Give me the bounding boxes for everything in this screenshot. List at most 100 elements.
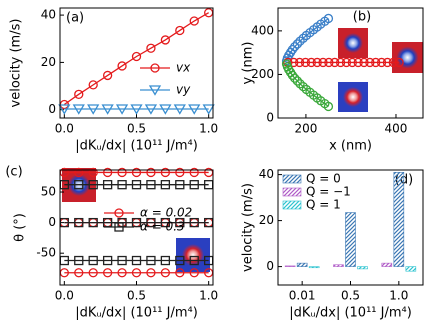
x-tick-label: 1.0	[199, 289, 218, 303]
marker	[74, 255, 84, 266]
marker	[188, 104, 201, 115]
marker	[394, 57, 404, 68]
axes-frame	[277, 7, 424, 119]
marker	[312, 57, 322, 68]
marker	[102, 167, 113, 178]
y-tick-label: 20	[41, 55, 56, 69]
marker	[88, 80, 98, 90]
y-axis-label: velocity (m/s)	[241, 183, 256, 272]
bar	[333, 264, 344, 267]
marker	[102, 70, 113, 81]
x-axis-label: |dKᵤ/dx| (10¹¹ J/m⁴)	[75, 139, 198, 154]
x-tick-label: 0.5	[127, 289, 146, 303]
marker	[72, 104, 85, 115]
marker	[359, 57, 369, 68]
marker	[323, 101, 334, 112]
marker	[175, 217, 185, 228]
marker	[144, 104, 158, 115]
legend-label: vx	[176, 61, 191, 75]
marker	[347, 57, 357, 68]
marker	[202, 104, 215, 115]
marker	[160, 255, 171, 266]
marker	[160, 268, 171, 278]
legend-swatch	[282, 200, 302, 210]
legend-label: Q = 0	[306, 172, 341, 186]
bar	[345, 212, 356, 267]
panel-label: (b)	[353, 10, 371, 25]
x-tick-label: 0.5	[341, 289, 360, 303]
axes-frame	[59, 7, 214, 119]
marker	[175, 180, 185, 190]
marker	[88, 268, 98, 278]
marker	[341, 57, 352, 68]
marker	[189, 255, 199, 266]
marker	[189, 268, 199, 278]
marker	[318, 57, 328, 68]
marker	[159, 104, 172, 115]
legend-label: α = 0.02	[140, 206, 192, 220]
marker	[102, 268, 113, 278]
marker	[131, 51, 142, 62]
y-axis-label: θ (°)	[13, 213, 28, 242]
marker	[130, 104, 143, 115]
legend-label: vy	[176, 83, 191, 97]
x-tick-label: 400	[385, 122, 408, 136]
marker	[175, 167, 185, 178]
x-tick-label: 0.5	[127, 122, 146, 136]
y-tick-label: 40	[259, 167, 274, 181]
marker	[175, 25, 185, 36]
legend-swatch	[282, 174, 302, 184]
marker	[74, 167, 84, 178]
marker	[102, 255, 113, 266]
y-tick-label: 400	[251, 23, 274, 37]
marker	[330, 57, 340, 68]
panel-label: (c)	[5, 165, 22, 180]
marker	[287, 70, 298, 80]
y-tick-label: 0	[48, 102, 56, 116]
marker	[74, 89, 84, 99]
marker	[189, 217, 199, 228]
y-tick-label: 40	[41, 8, 56, 22]
legend-label: Q = −1	[306, 185, 351, 199]
y-tick-label: 0	[266, 111, 274, 125]
marker	[74, 268, 84, 278]
y-axis-label: y (nm)	[241, 42, 256, 85]
x-tick-label: 0.01	[289, 289, 316, 303]
marker	[290, 73, 300, 83]
marker	[175, 255, 185, 266]
marker	[298, 33, 308, 43]
marker	[117, 255, 127, 266]
inset-image	[343, 87, 363, 107]
y-tick-label: 200	[251, 67, 274, 81]
x-tick-label: 0.0	[55, 289, 74, 303]
marker	[306, 57, 316, 68]
marker	[292, 76, 303, 86]
y-tick-label: -50	[36, 246, 56, 260]
marker	[160, 180, 171, 190]
series-line	[63, 12, 209, 106]
marker	[146, 167, 156, 178]
bar	[381, 262, 393, 267]
bar	[308, 266, 320, 269]
marker	[102, 180, 113, 190]
marker	[74, 217, 84, 228]
marker	[294, 57, 305, 68]
series-line	[285, 17, 329, 62]
x-axis-label: |dKᵤ/dx| (10¹¹ J/m⁴)	[289, 306, 412, 321]
marker	[189, 16, 199, 26]
bar	[405, 266, 417, 272]
marker	[323, 13, 334, 24]
x-axis-label: x (nm)	[329, 139, 372, 154]
legend-marker	[114, 208, 124, 218]
marker	[295, 79, 305, 89]
marker	[189, 167, 199, 178]
marker	[146, 180, 156, 190]
marker	[160, 35, 171, 45]
marker	[117, 268, 127, 278]
y-tick-label: 20	[259, 213, 274, 227]
marker	[101, 104, 114, 115]
marker	[388, 57, 398, 68]
legend-swatch	[282, 187, 302, 197]
y-axis-label: velocity (m/s)	[9, 19, 24, 108]
inset-image	[396, 46, 419, 69]
